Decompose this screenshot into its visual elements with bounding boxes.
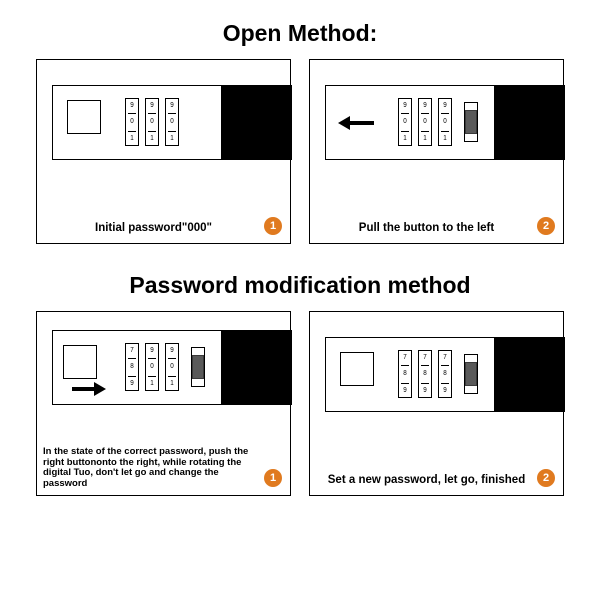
lock-button	[67, 100, 101, 134]
panel-set-new: 7 8 9 7 8 9 7 8 9	[309, 311, 564, 496]
device-diagram: 7 8 9 9 0 1 9 0 1	[37, 312, 290, 452]
open-method-row: 9 0 1 9 0 1 9 0 1 Initial password"000	[25, 59, 575, 244]
lock-end-cap	[495, 85, 565, 160]
lock-button	[340, 352, 374, 386]
device-diagram: 9 0 1 9 0 1 9 0 1	[310, 60, 563, 200]
dial-3: 9 0 1	[438, 98, 452, 146]
dial-1: 7 8 9	[398, 350, 412, 398]
panel-caption: Initial password"000"	[47, 222, 260, 235]
panel-pull-left: 9 0 1 9 0 1 9 0 1	[309, 59, 564, 244]
dial-2: 7 8 9	[418, 350, 432, 398]
dial-1: 9 0 1	[125, 98, 139, 146]
arrow-right-icon	[72, 382, 106, 396]
panel-caption: In the state of the correct password, pu…	[43, 447, 264, 489]
step-badge: 2	[537, 469, 555, 487]
open-method-title: Open Method:	[25, 20, 575, 47]
panel-caption: Pull the button to the left	[320, 222, 533, 235]
step-badge: 1	[264, 217, 282, 235]
dial-3: 9 0 1	[165, 98, 179, 146]
lock-end-cap	[222, 330, 292, 405]
lock-end-cap	[222, 85, 292, 160]
lock-end-cap	[495, 337, 565, 412]
dial-3: 7 8 9	[438, 350, 452, 398]
dial-2: 9 0 1	[145, 343, 159, 391]
slider-button	[465, 110, 477, 134]
step-badge: 1	[264, 469, 282, 487]
dial-1: 7 8 9	[125, 343, 139, 391]
dial-1: 9 0 1	[398, 98, 412, 146]
slider-button	[465, 362, 477, 386]
panel-initial-password: 9 0 1 9 0 1 9 0 1 Initial password"000	[36, 59, 291, 244]
device-diagram: 9 0 1 9 0 1 9 0 1	[37, 60, 290, 200]
password-mod-row: 7 8 9 9 0 1 9 0 1	[25, 311, 575, 496]
dial-2: 9 0 1	[418, 98, 432, 146]
step-badge: 2	[537, 217, 555, 235]
arrow-left-icon	[338, 116, 374, 130]
dial-3: 9 0 1	[165, 343, 179, 391]
device-diagram: 7 8 9 7 8 9 7 8 9	[310, 312, 563, 452]
lock-button	[63, 345, 97, 379]
password-mod-title: Password modification method	[25, 272, 575, 299]
panel-caption: Set a new password, let go, finished	[320, 474, 533, 487]
panel-push-right: 7 8 9 9 0 1 9 0 1	[36, 311, 291, 496]
dial-2: 9 0 1	[145, 98, 159, 146]
slider-button	[192, 355, 204, 379]
